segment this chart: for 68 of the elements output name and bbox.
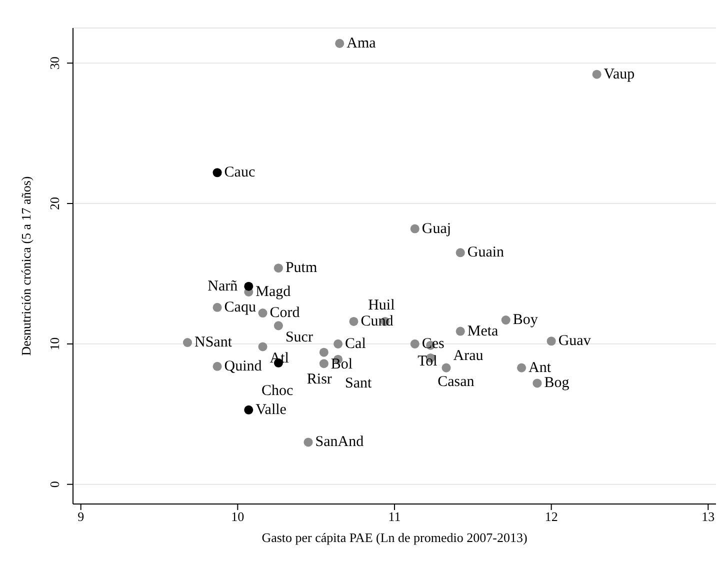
annotation: Guav [558,333,592,350]
annotation: Ces [422,336,445,352]
annotation: Ama [346,35,376,52]
point [335,38,344,48]
point [274,321,283,330]
y-tick-label: 0 [47,481,62,488]
annotation: Putm [285,260,318,276]
point [456,248,465,258]
annotation: Cund [360,313,394,330]
annotation: Sucr [285,330,313,346]
point [244,282,254,291]
point [501,316,510,325]
annotation: Bol [330,356,353,372]
annotation: Tol [418,353,438,370]
point [456,326,465,336]
point [304,438,313,447]
point [410,339,420,348]
annotation: Risr [306,372,332,388]
x-tick-label: 9 [78,509,84,524]
point [258,342,268,352]
annotation: Guaj [422,220,452,237]
point [258,308,268,318]
point [592,70,602,79]
annotation: SanAnd [315,434,364,450]
annotation: Narñ [208,278,238,294]
point [319,348,328,357]
x-tick-label: 13 [702,509,715,524]
annotation: Cauc [224,164,256,181]
point [274,264,283,273]
point [517,363,526,372]
point [244,405,254,414]
annotation: Casan [438,374,475,390]
annotation: NSant [194,334,233,351]
point [334,339,343,348]
point [442,363,451,372]
x-tick-label: 12 [544,509,558,524]
annotation: Cal [345,336,366,352]
x-tick-label: 11 [388,509,401,524]
point [212,302,222,312]
point [546,336,556,346]
annotation: Sant [345,375,373,392]
annotation: Valle [256,402,287,418]
point [212,362,222,371]
x-tick-label: 10 [231,509,244,524]
point [410,224,420,234]
annotation: Vaup [604,66,635,82]
annotation: Guain [467,244,505,261]
annotation: Arau [453,348,484,364]
point [319,359,328,368]
annotation: Meta [467,323,499,340]
annotation: Magd [256,284,292,300]
y-tick-label: 20 [47,197,62,210]
y-tick-label: 10 [47,337,62,350]
point [212,168,222,178]
annotation: Huil [368,297,395,314]
point [532,378,542,388]
annotation: Caqu [224,299,256,316]
point [349,316,358,326]
annotation: Ant [528,360,552,376]
annotation: Quind [224,358,262,374]
y-axis-title: Desnutrición crónica (5 a 17 años) [18,176,34,356]
y-tick-label: 30 [47,56,62,70]
annotation: Boy [512,312,538,328]
point [182,338,192,348]
x-axis-title: Gasto per cápita PAE (Ln de promedio 2007-2013) [262,530,528,545]
annotation: Cord [270,305,300,322]
annotation: Bog [544,375,570,392]
annotation: Choc [261,382,294,399]
